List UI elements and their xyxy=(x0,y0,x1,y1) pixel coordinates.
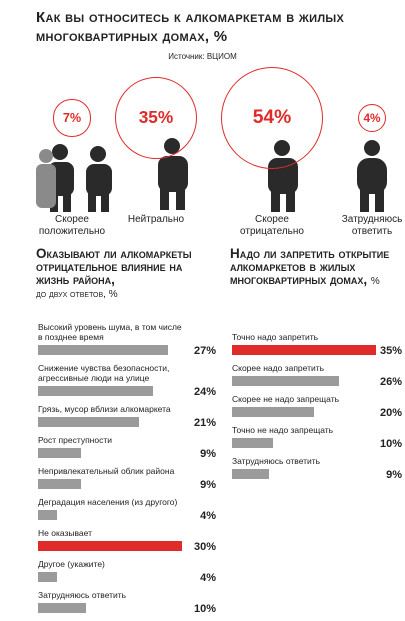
bar xyxy=(38,345,168,355)
category-label: Грязь, мусор вблизи алкомаркета xyxy=(38,404,171,414)
category-label: Деградация населения (из другого) xyxy=(38,497,178,507)
bar xyxy=(38,510,58,520)
value-label: 26% xyxy=(379,376,402,388)
bar-row: Скорее не надо запрещать 20% xyxy=(232,394,402,419)
bar-row: Снижение чувства безопасности, агрессивн… xyxy=(38,363,216,398)
bar-list: Высокий уровень шума, в том числе в позд… xyxy=(38,322,216,621)
value-label: 10% xyxy=(193,603,216,615)
bar xyxy=(38,386,154,396)
chart-subtitle: до двух ответов, % xyxy=(36,289,118,300)
value-label: 9% xyxy=(200,448,216,460)
bubble: 7% xyxy=(53,99,91,137)
category-label: Другое (укажите) xyxy=(38,559,105,569)
bar-row: Рост преступности 9% xyxy=(38,435,216,460)
bar-row: Точно не надо запрещать 10% xyxy=(232,425,402,450)
bar xyxy=(232,438,273,448)
chart-title: Надо ли запретить открытие алкомаркетов … xyxy=(230,247,400,288)
chart-subtitle: % xyxy=(370,276,380,287)
bar xyxy=(232,469,269,479)
title-text: Надо ли запретить открытие алкомаркетов … xyxy=(230,246,390,287)
bar xyxy=(38,417,139,427)
bar xyxy=(38,448,82,458)
bar-row: Непривлекательный облик района 9% xyxy=(38,466,216,491)
category-label: Не оказывает xyxy=(38,528,92,538)
category-label: Нейтрально xyxy=(127,214,185,225)
value-label: 21% xyxy=(193,417,216,429)
bubble: 54% xyxy=(220,66,324,170)
value-label: 4% xyxy=(200,510,216,522)
bar xyxy=(38,603,86,613)
category-label: Затрудняюсь ответить xyxy=(38,590,127,600)
value-label: 27% xyxy=(193,345,216,357)
bar-row: Другое (укажите) 4% xyxy=(38,559,216,584)
value-label: 10% xyxy=(379,438,402,450)
category-label: Высокий уровень шума, в том числе в позд… xyxy=(38,322,182,342)
category-label: Рост преступности xyxy=(38,435,112,445)
category-label: Точно не надо запрещать xyxy=(232,425,334,435)
category-label: Точно надо запретить xyxy=(232,332,319,342)
bar-list: Точно надо запретить 35% Скорее надо запре… xyxy=(232,332,402,487)
value-label: 20% xyxy=(379,407,402,419)
category-label: Скорее отрицательно xyxy=(240,214,304,237)
bar-row: Высокий уровень шума, в том числе в позд… xyxy=(38,322,216,357)
value-label: 35% xyxy=(379,345,402,357)
chart-title: Как вы относитесь к алкомаркетам в жилых… xyxy=(36,9,345,45)
bar xyxy=(232,407,314,417)
title-text: Оказывают ли алкомаркеты отрицательное в… xyxy=(36,246,192,287)
category-label: Снижение чувства безопасности, агрессивн… xyxy=(38,363,170,383)
category-label: Затрудняюсь ответить xyxy=(341,214,403,237)
source: Источник: ВЦИОМ xyxy=(168,52,237,61)
bubble: 4% xyxy=(358,104,386,132)
value-label: 9% xyxy=(200,479,216,491)
bar-row: Затрудняюсь ответить 10% xyxy=(38,590,216,615)
figures xyxy=(36,138,387,212)
category-label: Скорее положительно xyxy=(38,214,106,237)
bar-row: Скорее надо запретить 26% xyxy=(232,363,402,388)
value-label: 4% xyxy=(363,111,381,125)
value-label: 54% xyxy=(252,106,292,128)
bar-row: Затрудняюсь ответить 9% xyxy=(232,456,402,481)
category-label: Скорее не надо запрещать xyxy=(232,394,340,404)
value-label: 35% xyxy=(138,107,174,128)
category-label: Затрудняюсь ответить xyxy=(232,456,321,466)
chart-title: Оказывают ли алкомаркеты отрицательное в… xyxy=(36,247,216,301)
bar-row: Точно надо запретить 35% xyxy=(232,332,402,357)
bar xyxy=(232,345,376,355)
bar xyxy=(38,479,82,489)
value-label: 9% xyxy=(386,469,402,481)
value-label: 24% xyxy=(193,386,216,398)
bar xyxy=(38,572,58,582)
value-label: 30% xyxy=(193,541,216,553)
bar-row: Грязь, мусор вблизи алкомаркета 21% xyxy=(38,404,216,429)
bar xyxy=(38,541,182,551)
value-label: 4% xyxy=(200,572,216,584)
bar xyxy=(232,376,339,386)
bubble: 35% xyxy=(114,76,198,160)
category-label: Скорее надо запретить xyxy=(232,363,325,373)
category-label: Непривлекательный облик района xyxy=(38,466,175,476)
bar-row: Не оказывает 30% xyxy=(38,528,216,553)
value-label: 7% xyxy=(62,110,82,125)
bar-row: Деградация населения (из другого) 4% xyxy=(38,497,216,522)
